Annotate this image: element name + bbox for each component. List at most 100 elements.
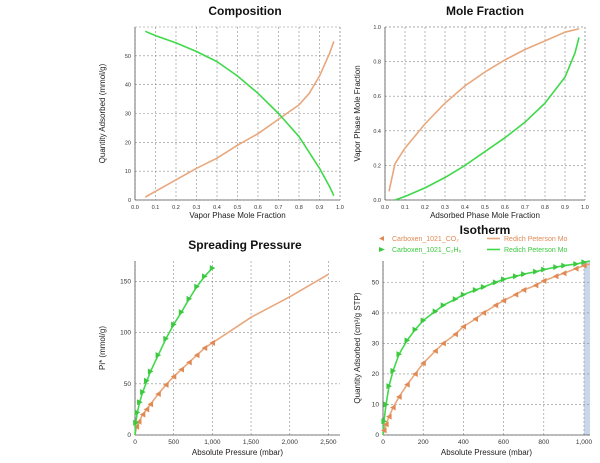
y-tick-label: 20 [372, 371, 380, 378]
y-tick-label: 50 [372, 279, 380, 286]
data-point-green [390, 367, 397, 374]
data-point-orange [396, 393, 402, 400]
chart-2: 0 500 1,000 1,500 2,000 2,500 0 50 100 150 Absolut… [98, 261, 340, 457]
data-point-orange [532, 282, 539, 289]
data-point-green [412, 326, 419, 333]
data-point-green [472, 287, 479, 293]
data-point-orange [432, 348, 438, 355]
x-tick-label: 0.7 [521, 205, 529, 211]
series-line-green [394, 37, 580, 201]
x-tick-label: 0.0 [381, 205, 389, 211]
x-tick-label: 0.8 [541, 205, 549, 211]
data-point-orange [492, 302, 499, 309]
y-axis-label: Quantity Adsorbed (mmol/g) [98, 63, 107, 163]
data-point-green [452, 296, 459, 303]
y-tick-label: 10 [372, 401, 380, 408]
data-point-orange [209, 339, 215, 346]
y-tick-label: 10 [125, 169, 131, 175]
data-point-green [383, 401, 390, 408]
series-line-orange [144, 41, 335, 198]
data-point-green [144, 377, 150, 384]
y-axis-label: Vapor Phase Mole Fraction [353, 65, 362, 161]
data-point-orange [480, 309, 487, 316]
data-point-green [432, 308, 439, 315]
x-axis-label: Adsorbed Phase Mole Fraction [430, 211, 540, 220]
data-point-orange [201, 345, 208, 351]
data-point-orange [460, 323, 466, 330]
data-point-green [381, 418, 388, 425]
x-tick-label: 0.2 [421, 205, 429, 211]
y-tick-label: 30 [372, 340, 380, 347]
x-tick-label: 200 [418, 439, 429, 446]
data-point-orange [572, 265, 579, 272]
data-point-green [541, 266, 547, 273]
x-tick-label: 0.5 [234, 205, 242, 211]
y-tick-label: 100 [120, 330, 131, 337]
x-axis-label: Absolute Pressure (mbar) [441, 448, 532, 457]
data-point-green [186, 295, 193, 302]
x-tick-label: 0.6 [254, 205, 262, 211]
y-tick-label: 0 [375, 432, 379, 439]
data-point-orange [512, 291, 519, 298]
x-tick-label: 0 [381, 439, 385, 446]
x-tick-label: 1,500 [243, 439, 260, 446]
data-point-green [178, 309, 185, 316]
data-point-orange [135, 418, 142, 425]
highlight-band [584, 261, 590, 435]
data-point-green [171, 321, 177, 328]
data-point-orange [420, 360, 426, 367]
series-line-orange [382, 263, 591, 436]
y-tick-label: 150 [120, 278, 131, 285]
y-tick-label: 40 [125, 83, 131, 89]
x-tick-label: 0.3 [441, 205, 449, 211]
x-tick-label: 600 [498, 439, 509, 446]
x-tick-label: 2,000 [282, 439, 299, 446]
data-point-orange [143, 406, 150, 413]
data-point-orange [381, 427, 387, 434]
x-tick-label: 1.0 [336, 205, 344, 211]
data-point-green [553, 264, 559, 271]
data-point-orange [147, 401, 154, 408]
data-point-orange [552, 273, 559, 280]
x-axis-label: Vapor Phase Mole Fraction [189, 211, 285, 220]
x-tick-label: 0 [133, 439, 137, 446]
data-point-green [396, 351, 403, 358]
data-point-orange [452, 331, 458, 338]
x-tick-label: 0.6 [501, 205, 509, 211]
series-line-green [382, 260, 591, 436]
y-tick-label: 0.8 [373, 60, 381, 66]
data-point-orange [383, 421, 389, 428]
legend-label-c2h6: Carboxen_1021_C₂H₆ [392, 247, 462, 254]
y-tick-label: 0.6 [373, 94, 381, 100]
data-point-orange [133, 423, 140, 430]
y-tick-label: 0 [128, 198, 131, 204]
y-tick-label: 40 [372, 310, 380, 317]
data-point-green [194, 283, 200, 290]
data-point-green [561, 262, 567, 269]
y-axis-label: Pi* (mmol/g) [98, 326, 107, 370]
x-tick-label: 1.0 [581, 205, 589, 211]
isotherm-title: Isotherm [459, 223, 511, 237]
data-point-green [573, 261, 579, 268]
chart-1: 0.0 0.1 0.2 0.3 0.4 0.5 0.6 0.7 0.8 0.9 1.0 0.0 0.2 0… [353, 25, 589, 220]
chart-0: 0.0 0.1 0.2 0.3 0.4 0.5 0.6 0.7 0.8 0.9 1.0 0 10 20 30… [98, 26, 344, 220]
data-point-green [581, 259, 587, 266]
x-tick-label: 1,000 [576, 439, 593, 446]
data-point-orange [162, 381, 169, 388]
data-point-green [209, 265, 216, 272]
legend-label-model-1: Redich Peterson Mo [504, 236, 568, 243]
spreading-pressure-title: Spreading Pressure [188, 238, 302, 252]
series-line-green [144, 30, 335, 197]
data-point-green [440, 302, 447, 309]
data-point-green [134, 409, 141, 416]
y-tick-label: 0.4 [373, 129, 381, 135]
data-point-orange [170, 373, 177, 380]
data-point-orange [580, 262, 587, 269]
y-tick-label: 50 [124, 381, 132, 388]
x-tick-label: 0.1 [401, 205, 409, 211]
x-tick-label: 0.4 [461, 205, 469, 211]
legend-marker-orange [379, 236, 384, 241]
data-point-orange [472, 316, 479, 322]
x-tick-label: 0.1 [152, 205, 160, 211]
